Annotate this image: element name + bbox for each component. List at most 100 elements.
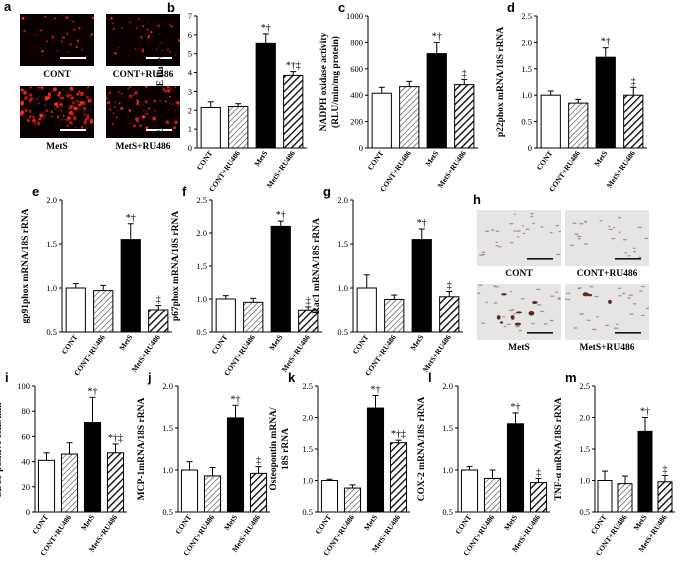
- x-tick-label: MetS: [267, 333, 284, 352]
- fluorescence-spot: [46, 95, 51, 100]
- y-tick-label: 1.0: [46, 283, 57, 293]
- micrograph-h-mets-ru486: [565, 284, 649, 340]
- fluorescence-image: [106, 14, 180, 66]
- fluorescence-spot: [134, 91, 138, 95]
- bar-mets-ru486: [389, 442, 408, 513]
- fluorescence-spot: [75, 46, 78, 49]
- fluorescence-spot: [51, 35, 54, 38]
- fluorescence-spot: [36, 45, 38, 47]
- cd68-positive-cell: [587, 293, 593, 297]
- bar-cont-ru486: [203, 475, 222, 513]
- fluorescence-spot: [40, 86, 44, 89]
- fluorescence-spot: [168, 103, 171, 105]
- nucleus: [586, 319, 591, 321]
- bar-mets-ru486: [657, 481, 673, 513]
- fluorescence-spot: [178, 38, 180, 42]
- fluorescence-spot: [136, 100, 140, 104]
- nucleus: [594, 295, 599, 298]
- fluorescence-spot: [41, 49, 44, 53]
- caption-a-cont-ru486: CONT+RU486: [112, 70, 174, 80]
- nucleus: [536, 304, 542, 306]
- fluorescence-spot: [53, 108, 56, 110]
- caption-h-cont: CONT: [505, 269, 533, 279]
- nucleus: [497, 246, 502, 248]
- cd68-positive-cell: [514, 322, 521, 326]
- nucleus: [516, 230, 521, 232]
- fluorescence-spot: [160, 41, 163, 45]
- fluorescence-spot: [167, 126, 169, 128]
- fluorescence-spot: [56, 50, 59, 52]
- y-axis-label: TNF-α mRNA/18S rRNA: [554, 397, 564, 500]
- y-tick-label: 2.5: [579, 381, 590, 391]
- nucleus: [578, 287, 582, 289]
- fluorescence-spot: [20, 88, 24, 92]
- fluorescence-spot: [62, 36, 66, 40]
- nucleus: [502, 316, 506, 318]
- fluorescence-spot: [28, 115, 32, 119]
- y-tick-label: 1.0: [196, 294, 207, 304]
- nucleus: [555, 224, 559, 227]
- fluorescence-spot: [137, 18, 140, 21]
- chart-panel-k: k 0.5 1.0 1.5 2.0 2.5 Osteopontin mRNA/18S rRN…: [269, 370, 410, 557]
- bar-mets: [226, 417, 245, 513]
- x-tick-label: MetS: [222, 513, 239, 532]
- fluorescence-spot: [93, 125, 94, 127]
- fluorescence-spot: [161, 49, 164, 51]
- fluorescence-spot: [158, 33, 161, 35]
- fluorescence-spot: [64, 118, 67, 121]
- fluorescence-spot: [71, 123, 73, 125]
- fluorescence-spot: [74, 106, 78, 111]
- fluorescence-spot: [28, 46, 30, 48]
- nucleus: [637, 226, 643, 229]
- fluorescence-spot: [84, 116, 86, 117]
- panel-label-a: a: [4, 0, 12, 14]
- significance-marker: *†: [276, 210, 286, 221]
- fluorescence-spot: [32, 115, 35, 119]
- nucleus: [509, 242, 514, 244]
- fluorescence-spot: [129, 122, 131, 124]
- fluorescence-spot: [106, 100, 111, 105]
- y-tick-label: 200: [350, 117, 363, 127]
- scale-bar: [527, 258, 553, 260]
- fluorescence-spot: [89, 109, 92, 111]
- fluorescence-spot: [72, 116, 77, 121]
- y-tick-label: 2: [188, 105, 192, 115]
- nucleus: [622, 292, 626, 295]
- fluorescence-spot: [166, 121, 170, 125]
- nucleus: [509, 290, 513, 293]
- fluorescence-spot: [44, 104, 47, 106]
- fluorescence-spot: [20, 102, 24, 106]
- scale-bar: [146, 129, 172, 131]
- micrograph-a-mets: [20, 86, 94, 138]
- y-tick-label: 100: [17, 381, 30, 391]
- fluorescence-spot: [70, 96, 74, 100]
- y-tick-label: 2.0: [302, 413, 313, 423]
- fluorescence-spot: [37, 86, 40, 89]
- nucleus: [558, 230, 561, 233]
- histology-image: [477, 284, 561, 340]
- y-axis-label: Relative DHE fluorescence: [156, 28, 166, 137]
- fluorescence-spot: [23, 29, 26, 33]
- fluorescence-spot: [89, 35, 92, 37]
- fluorescence-spot: [28, 98, 32, 103]
- fluorescence-spot: [110, 16, 113, 20]
- micrograph-a-cont-ru486: [106, 14, 180, 66]
- y-tick-label: 1.5: [521, 64, 532, 74]
- x-tick-label: MetS+RU486: [605, 149, 637, 190]
- nucleus: [632, 251, 636, 253]
- bar-mets: [270, 225, 291, 333]
- scale-bar: [146, 57, 172, 59]
- significance-marker: *†‡: [108, 433, 123, 444]
- nucleus: [572, 222, 577, 224]
- y-tick-label: 1: [188, 124, 192, 134]
- x-tick-label: CONT: [195, 149, 215, 172]
- fluorescence-spot: [109, 108, 112, 111]
- fluorescence-spot: [85, 95, 89, 99]
- fluorescence-spot: [76, 39, 80, 43]
- nucleus: [518, 329, 522, 332]
- fluorescence-spot: [106, 17, 108, 19]
- significance-marker: ‡: [536, 467, 541, 478]
- caption-a-mets: MetS: [46, 142, 68, 152]
- x-tick-label: MetS: [117, 333, 134, 352]
- nucleus: [484, 230, 490, 232]
